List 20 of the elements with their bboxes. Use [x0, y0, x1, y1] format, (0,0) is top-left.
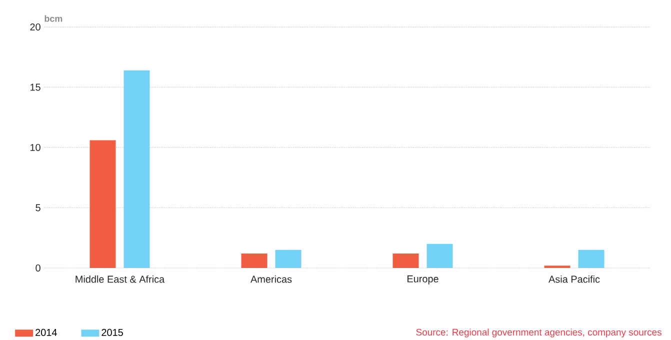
legend-label: 2015	[102, 328, 123, 336]
y-tick-label: 10	[30, 144, 40, 152]
y-tick-label: 15	[30, 84, 40, 91]
x-tick-label: Asia Pacific	[548, 275, 600, 283]
x-tick-label: Americas	[250, 275, 292, 283]
y-tick-label: 0	[36, 264, 40, 272]
bar	[275, 250, 302, 268]
source-note: Source: Regional government agencies, company sources	[416, 328, 662, 338]
y-tick-label: 20	[30, 23, 40, 31]
bar	[392, 254, 419, 268]
x-tick-label: Europe	[408, 275, 438, 284]
y-axis-title: bcm	[44, 15, 62, 22]
bar	[124, 70, 150, 268]
bar	[241, 254, 268, 268]
bar	[426, 244, 453, 268]
bar	[578, 250, 604, 268]
y-tick-label: 5	[36, 204, 40, 212]
x-tick-label: Middle East & Africa	[76, 275, 165, 283]
bar	[90, 140, 116, 268]
legend-label: 2014	[36, 328, 57, 336]
